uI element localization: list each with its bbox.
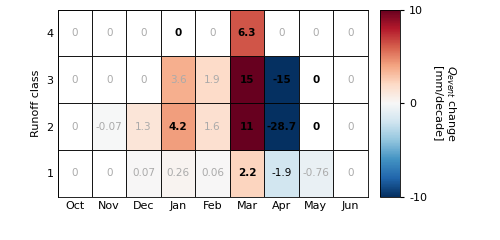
Text: 0: 0 xyxy=(278,28,284,38)
Text: 0: 0 xyxy=(106,168,112,178)
Bar xyxy=(333,56,368,103)
Text: 1.6: 1.6 xyxy=(204,122,221,132)
Bar xyxy=(196,103,230,150)
Bar xyxy=(126,10,161,56)
Text: 0.26: 0.26 xyxy=(166,168,190,178)
Bar xyxy=(92,10,126,56)
Bar xyxy=(161,103,196,150)
Bar xyxy=(161,150,196,197)
Text: 0: 0 xyxy=(72,168,78,178)
Text: -0.07: -0.07 xyxy=(96,122,122,132)
Text: 0: 0 xyxy=(72,28,78,38)
Text: -1.9: -1.9 xyxy=(271,168,291,178)
Bar xyxy=(333,10,368,56)
Bar xyxy=(264,150,298,197)
Text: -0.76: -0.76 xyxy=(302,168,330,178)
Text: 4.2: 4.2 xyxy=(168,122,188,132)
Text: 0: 0 xyxy=(347,28,354,38)
Text: 0: 0 xyxy=(347,122,354,132)
Bar xyxy=(230,103,264,150)
Text: 0: 0 xyxy=(174,28,182,38)
Text: 0: 0 xyxy=(312,75,320,85)
Text: 0: 0 xyxy=(106,75,112,85)
Text: 1.9: 1.9 xyxy=(204,75,221,85)
Bar xyxy=(230,10,264,56)
Text: 0: 0 xyxy=(140,75,147,85)
Text: -28.7: -28.7 xyxy=(266,122,296,132)
Bar xyxy=(161,56,196,103)
Y-axis label: $Q_{event}$ change
[mm/decade]: $Q_{event}$ change [mm/decade] xyxy=(432,65,458,142)
Bar xyxy=(58,103,92,150)
Bar xyxy=(196,10,230,56)
Bar xyxy=(58,56,92,103)
Bar xyxy=(333,150,368,197)
Bar xyxy=(298,10,333,56)
Bar xyxy=(264,56,298,103)
Text: 0: 0 xyxy=(140,28,147,38)
Text: 0: 0 xyxy=(72,122,78,132)
Bar xyxy=(333,103,368,150)
Text: 1.3: 1.3 xyxy=(136,122,152,132)
Bar xyxy=(126,103,161,150)
Text: 0: 0 xyxy=(209,28,216,38)
Bar xyxy=(196,56,230,103)
Text: 15: 15 xyxy=(240,75,254,85)
Text: 11: 11 xyxy=(240,122,254,132)
Text: 0: 0 xyxy=(312,122,320,132)
Bar xyxy=(298,150,333,197)
Bar xyxy=(92,150,126,197)
Bar xyxy=(298,103,333,150)
Bar xyxy=(126,150,161,197)
Bar xyxy=(58,10,92,56)
Bar xyxy=(230,56,264,103)
Y-axis label: Runoff class: Runoff class xyxy=(30,70,40,137)
Bar xyxy=(298,56,333,103)
Text: 0: 0 xyxy=(312,28,319,38)
Bar xyxy=(126,56,161,103)
Text: 3.6: 3.6 xyxy=(170,75,186,85)
Text: -15: -15 xyxy=(272,75,291,85)
Bar xyxy=(92,103,126,150)
Text: 0: 0 xyxy=(106,28,112,38)
Bar xyxy=(264,103,298,150)
Bar xyxy=(264,10,298,56)
Text: 6.3: 6.3 xyxy=(238,28,256,38)
Bar xyxy=(161,10,196,56)
Text: 0: 0 xyxy=(347,168,354,178)
Text: 0: 0 xyxy=(72,75,78,85)
Bar xyxy=(196,150,230,197)
Text: 0.06: 0.06 xyxy=(201,168,224,178)
Text: 0.07: 0.07 xyxy=(132,168,155,178)
Bar xyxy=(230,150,264,197)
Text: 2.2: 2.2 xyxy=(238,168,256,178)
Text: 0: 0 xyxy=(347,75,354,85)
Bar xyxy=(92,56,126,103)
Bar xyxy=(58,150,92,197)
